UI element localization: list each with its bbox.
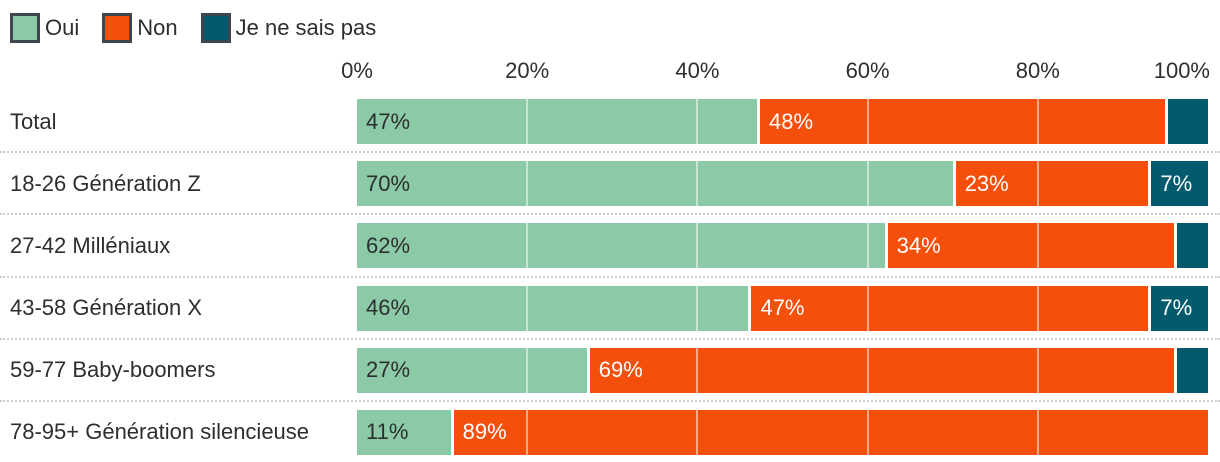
x-axis: 0% 20% 40% 60% 80% 100% bbox=[341, 58, 1210, 86]
bar-segment-nsp bbox=[1165, 99, 1208, 144]
value-label: 34% bbox=[896, 232, 941, 258]
value-label: 48% bbox=[768, 108, 814, 134]
legend-label-non: Non bbox=[137, 15, 178, 40]
legend-label-nsp: Je ne sais pas bbox=[235, 15, 377, 40]
chart-row: 18-26 Génération Z 70% 23% 7% bbox=[0, 153, 1220, 216]
bar-segment-oui: 46% bbox=[357, 285, 749, 331]
axis-tick-label: 60% bbox=[845, 58, 890, 83]
bar-segment-oui: 62% bbox=[357, 223, 885, 269]
bar-track: 70% 23% 7% bbox=[357, 161, 1208, 207]
bar-track: 46% 47% 7% bbox=[357, 285, 1208, 331]
chart-row: 43-58 Génération X 46% 47% 7% bbox=[0, 278, 1220, 340]
bar-segment-non: 89% bbox=[451, 409, 1208, 455]
category-label: 78-95+ Génération silencieuse bbox=[10, 419, 310, 445]
bar-segment-oui: 27% bbox=[357, 347, 587, 393]
category-label: 27-42 Milléniaux bbox=[10, 232, 171, 258]
axis-tick-label: 40% bbox=[675, 58, 720, 83]
value-label: 23% bbox=[964, 170, 1009, 196]
bar-track: 62% 34% bbox=[357, 223, 1208, 269]
legend-swatch-non bbox=[102, 13, 133, 43]
value-label: 11% bbox=[366, 419, 409, 445]
value-label: 47% bbox=[760, 295, 805, 321]
bar-segment-non: 69% bbox=[587, 347, 1174, 393]
value-label: 47% bbox=[366, 108, 411, 134]
category-label: 43-58 Génération X bbox=[10, 295, 203, 321]
axis-tick-label: 0% bbox=[341, 58, 373, 83]
bar-segment-non: 23% bbox=[953, 161, 1149, 207]
chart-row: Total 47% 48% bbox=[0, 91, 1220, 154]
value-label: 46% bbox=[366, 295, 411, 321]
category-label: Total bbox=[10, 108, 57, 134]
legend-item-oui: Oui bbox=[10, 13, 79, 43]
value-label: 70% bbox=[366, 170, 411, 196]
legend-swatch-nsp bbox=[200, 13, 231, 43]
bar-segment-nsp bbox=[1174, 347, 1208, 393]
axis-tick-label: 100% bbox=[1153, 58, 1210, 83]
bar-track: 47% 48% bbox=[357, 99, 1208, 144]
chart-rows: Total 47% 48% 18-26 Génération Z 70% 23% 7% 27-… bbox=[0, 91, 1220, 462]
legend-label-oui: Oui bbox=[45, 15, 80, 40]
legend-swatch-oui bbox=[10, 13, 40, 43]
value-label: 7% bbox=[1160, 170, 1193, 196]
bar-segment-nsp bbox=[1174, 223, 1208, 269]
bar-segment-oui: 70% bbox=[357, 161, 953, 207]
axis-tick-label: 80% bbox=[1015, 58, 1060, 83]
axis-tick-label: 20% bbox=[505, 58, 550, 83]
category-label: 18-26 Génération Z bbox=[10, 170, 201, 196]
chart-row: 78-95+ Génération silencieuse 11% 89% bbox=[0, 402, 1220, 462]
chart-row: 27-42 Milléniaux 62% 34% bbox=[0, 215, 1220, 278]
bar-segment-nsp: 7% bbox=[1148, 285, 1208, 331]
value-label: 7% bbox=[1160, 295, 1193, 321]
bar-track: 27% 69% bbox=[357, 347, 1208, 393]
bar-segment-non: 47% bbox=[748, 285, 1149, 331]
category-label: 59-77 Baby-boomers bbox=[10, 357, 216, 383]
legend-item-nsp: Je ne sais pas bbox=[200, 13, 377, 43]
bar-track: 11% 89% bbox=[357, 409, 1208, 455]
chart-row: 59-77 Baby-boomers 27% 69% bbox=[0, 340, 1220, 402]
legend: Oui Non Je ne sais pas bbox=[10, 13, 376, 43]
value-label: 69% bbox=[598, 357, 643, 383]
legend-item-non: Non bbox=[102, 13, 178, 43]
bar-segment-oui: 47% bbox=[357, 99, 757, 144]
bar-segment-non: 34% bbox=[885, 223, 1174, 269]
value-label: 62% bbox=[366, 232, 411, 258]
value-label: 89% bbox=[462, 419, 507, 445]
value-label: 27% bbox=[366, 357, 411, 383]
bar-segment-non: 48% bbox=[757, 99, 1166, 144]
bar-segment-nsp: 7% bbox=[1148, 161, 1208, 207]
bar-segment-oui: 11% bbox=[357, 409, 451, 455]
